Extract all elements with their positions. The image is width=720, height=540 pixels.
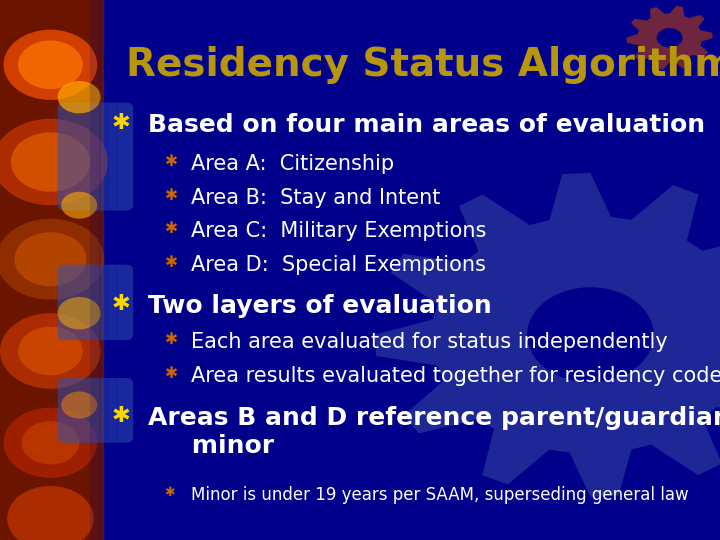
Text: Areas B and D reference parent/guardian for
     minor: Areas B and D reference parent/guardian …	[148, 406, 720, 458]
Bar	[99, 0, 109, 540]
Bar	[107, 0, 118, 540]
Bar	[125, 0, 135, 540]
Circle shape	[4, 408, 97, 478]
Text: Each area evaluated for status independently: Each area evaluated for status independe…	[191, 332, 667, 352]
Polygon shape	[374, 173, 720, 497]
FancyBboxPatch shape	[58, 103, 133, 211]
Circle shape	[58, 81, 101, 113]
Circle shape	[14, 232, 86, 286]
Text: ✱: ✱	[164, 255, 177, 270]
FancyBboxPatch shape	[58, 378, 133, 443]
Text: Minor is under 19 years per SAAM, superseding general law: Minor is under 19 years per SAAM, supers…	[191, 486, 688, 504]
Text: Based on four main areas of evaluation: Based on four main areas of evaluation	[148, 113, 705, 137]
Text: Area results evaluated together for residency code: Area results evaluated together for resi…	[191, 366, 720, 386]
Circle shape	[11, 132, 90, 192]
Circle shape	[18, 327, 83, 375]
Circle shape	[0, 313, 101, 389]
Text: ✱: ✱	[164, 221, 177, 237]
Text: Area D:  Special Exemptions: Area D: Special Exemptions	[191, 255, 486, 275]
Bar	[90, 0, 101, 540]
Circle shape	[18, 40, 83, 89]
Circle shape	[7, 486, 94, 540]
Text: ✱: ✱	[164, 188, 177, 203]
Circle shape	[657, 28, 683, 48]
Circle shape	[58, 297, 101, 329]
FancyBboxPatch shape	[58, 265, 133, 340]
Circle shape	[22, 421, 79, 464]
Bar	[0, 0, 104, 540]
Circle shape	[0, 119, 108, 205]
Circle shape	[61, 392, 97, 418]
Text: Area B:  Stay and Intent: Area B: Stay and Intent	[191, 188, 440, 208]
Bar	[116, 0, 127, 540]
Text: ✱: ✱	[164, 332, 177, 347]
Text: ✱: ✱	[164, 366, 177, 381]
Text: ✱: ✱	[112, 294, 130, 314]
Text: ✱: ✱	[112, 406, 130, 426]
Text: ✱: ✱	[164, 486, 175, 499]
Polygon shape	[626, 6, 713, 70]
Circle shape	[0, 219, 104, 300]
Circle shape	[4, 30, 97, 100]
Text: Area A:  Citizenship: Area A: Citizenship	[191, 154, 394, 174]
Text: ✱: ✱	[112, 113, 130, 133]
Text: Residency Status Algorithm: Residency Status Algorithm	[126, 46, 720, 84]
Text: Area C:  Military Exemptions: Area C: Military Exemptions	[191, 221, 486, 241]
Text: Two layers of evaluation: Two layers of evaluation	[148, 294, 491, 318]
Circle shape	[61, 192, 97, 219]
Text: ✱: ✱	[164, 154, 177, 169]
Circle shape	[527, 287, 654, 382]
